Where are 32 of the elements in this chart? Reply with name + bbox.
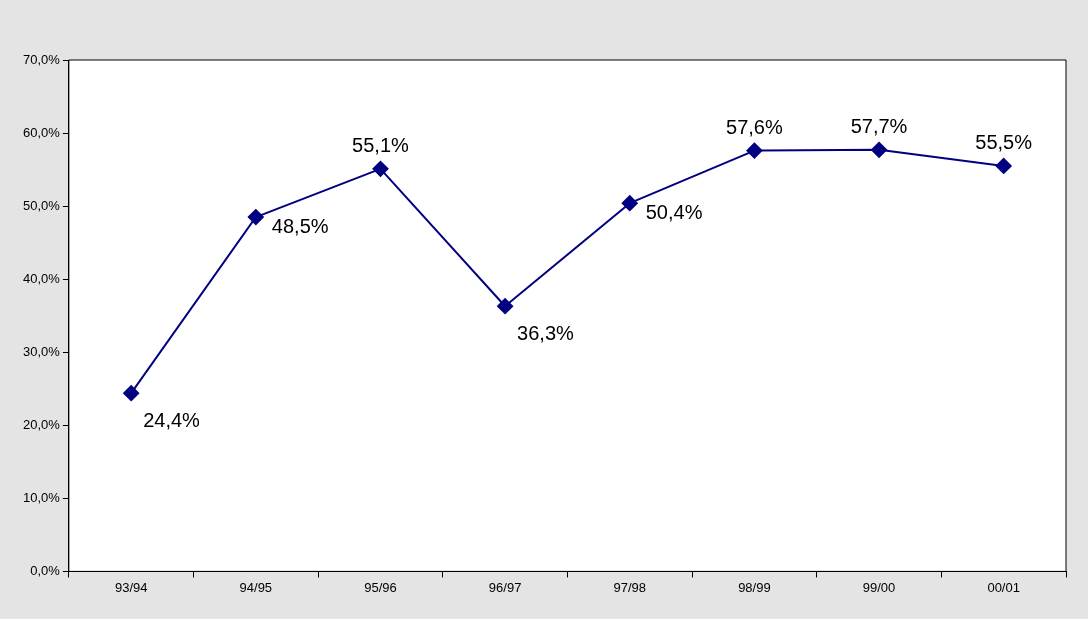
x-tick-label: 95/96 — [364, 579, 397, 595]
x-tick-label: 00/01 — [987, 579, 1020, 595]
point — [497, 298, 514, 315]
x-tick-label: 96/97 — [488, 579, 522, 595]
y-tick-label: 30,0% — [22, 343, 61, 359]
data-label: 50,4% — [645, 200, 703, 223]
data-label: 57,6% — [726, 116, 783, 139]
x-tick-label: 99/00 — [862, 579, 896, 595]
y-tick-label: 20,0% — [22, 416, 61, 432]
point — [247, 209, 264, 226]
data-label: 55,5% — [975, 131, 1033, 154]
point — [621, 195, 638, 212]
x-tick-label: 98/99 — [738, 579, 771, 595]
point — [995, 157, 1012, 174]
data-label: 36,3% — [517, 321, 575, 344]
point — [871, 141, 888, 158]
y-tick-label: 40,0% — [22, 270, 61, 286]
y-tick-label: 60,0% — [22, 124, 61, 140]
y-tick-label: 70,0% — [22, 51, 61, 67]
data-label: 24,4% — [143, 408, 201, 431]
x-tick-label: 94/95 — [239, 579, 273, 595]
point — [123, 385, 140, 402]
data-label: 55,1% — [352, 134, 410, 157]
y-tick-label: 10,0% — [22, 489, 61, 505]
y-tick-label: 0,0% — [30, 562, 61, 578]
x-tick-label: 93/94 — [114, 579, 148, 595]
data-label: 48,5% — [271, 214, 329, 237]
point — [746, 142, 763, 159]
data-label: 57,7% — [850, 115, 908, 138]
x-tick-label: 97/98 — [613, 579, 647, 595]
y-tick-label: 50,0% — [22, 197, 61, 213]
point — [372, 160, 389, 177]
